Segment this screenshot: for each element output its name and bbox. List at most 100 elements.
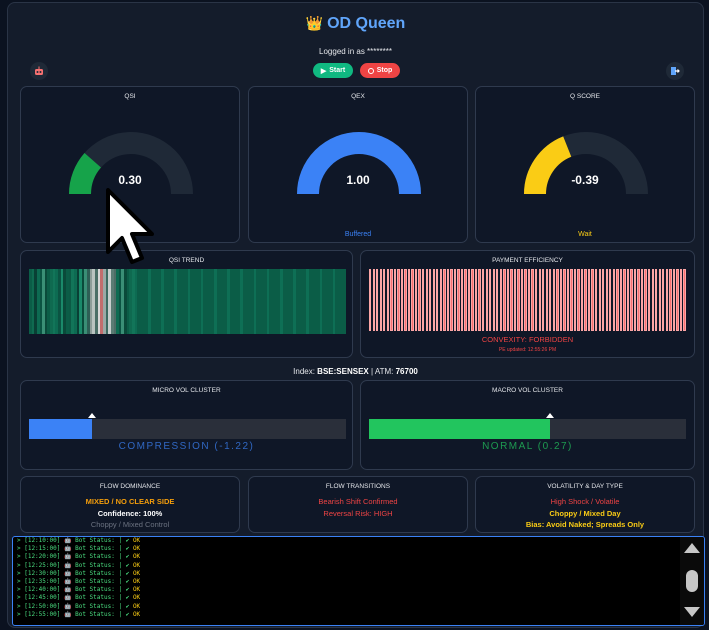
payment-bar <box>549 269 552 331</box>
payment-bar <box>679 269 683 331</box>
log-line: > [12:15:00] 🤖 Bot Status: | ✔ OK <box>17 545 141 553</box>
log-line: > [12:25:00] 🤖 Bot Status: | ✔ OK <box>17 561 141 569</box>
payment-bar <box>633 269 637 331</box>
trend-stripe <box>187 269 191 334</box>
trend-stripe <box>198 269 202 334</box>
log-status: OK <box>132 586 141 594</box>
qsi-trend-panel: QSI TREND <box>20 250 353 358</box>
trend-stripe <box>343 269 346 334</box>
trend-stripe <box>261 269 265 334</box>
trend-stripe <box>176 269 181 334</box>
log-status: OK <box>132 594 141 602</box>
qscore-gauge-panel: Q SCORE -0.39 Wait <box>475 86 695 243</box>
trend-stripe <box>108 269 112 334</box>
payment-bar <box>517 269 520 331</box>
robot-icon: 🤖 <box>63 602 72 610</box>
log-time: > [12:45:00] <box>17 594 61 602</box>
micro-vol-fill <box>29 419 93 439</box>
qex-value: 1.00 <box>346 173 370 187</box>
trend-stripe <box>237 269 241 334</box>
payment-bar <box>531 269 534 331</box>
payment-bar <box>605 269 608 331</box>
robot-icon: 🤖 <box>63 578 72 586</box>
volatility-shock: High Shock / Volatile <box>550 497 620 506</box>
scroll-up-arrow[interactable] <box>684 543 700 553</box>
index-symbol: BSE:SENSEX <box>317 367 369 376</box>
log-scrollbar[interactable] <box>680 537 704 625</box>
trend-stripe <box>295 269 299 334</box>
app-title-text: OD Queen <box>327 15 406 32</box>
payment-bar <box>489 269 492 331</box>
trend-stripe <box>147 269 151 334</box>
scroll-down-arrow[interactable] <box>684 607 700 617</box>
trend-stripe <box>235 269 239 334</box>
log-console[interactable]: > [12:10:00] 🤖 Bot Status: | ✔ OK > [12:1… <box>12 536 705 626</box>
payment-bar <box>482 269 485 331</box>
payment-bar <box>397 269 400 331</box>
payment-bar <box>577 269 580 331</box>
trend-stripe <box>258 269 262 334</box>
trend-stripe <box>232 269 236 334</box>
trend-stripe <box>47 269 51 334</box>
trend-stripe <box>306 269 310 334</box>
trend-stripe <box>155 269 159 334</box>
flow-dominance-state: MIXED / NO CLEAR SIDE <box>85 497 175 506</box>
trend-stripe <box>171 269 175 334</box>
qscore-value: -0.39 <box>571 173 599 187</box>
trend-stripe <box>36 269 41 334</box>
trend-stripe <box>174 269 178 334</box>
trend-stripe <box>95 269 99 334</box>
payment-bar <box>612 269 615 331</box>
trend-stripe <box>73 269 78 334</box>
robot-icon[interactable] <box>30 62 48 80</box>
stop-button[interactable]: Stop <box>360 63 400 78</box>
log-time: > [12:15:00] <box>17 545 61 553</box>
macro-vol-label: NORMAL (0.27) <box>482 441 573 452</box>
payment-bar <box>478 269 481 331</box>
trend-stripe <box>116 269 120 334</box>
scroll-thumb[interactable] <box>686 570 698 592</box>
convexity-text: CONVEXITY: FORBIDDEN <box>481 335 574 344</box>
payment-bar <box>383 269 386 331</box>
payment-bar <box>510 269 513 331</box>
log-text: Bot Status: <box>75 553 115 561</box>
trend-stripe <box>161 269 165 334</box>
trend-stripe <box>97 269 101 334</box>
qsi-value: 0.30 <box>118 173 142 187</box>
trend-stripe <box>322 269 326 334</box>
trend-stripe <box>250 269 255 334</box>
macro-vol-fill <box>369 419 550 439</box>
payment-bar <box>432 269 435 331</box>
payment-bar <box>450 269 453 331</box>
log-time: > [12:40:00] <box>17 586 61 594</box>
payment-bar <box>372 269 375 331</box>
stop-label: Stop <box>376 67 393 74</box>
payment-bar <box>647 269 651 331</box>
logout-icon[interactable] <box>666 62 684 80</box>
trend-stripe <box>319 269 323 334</box>
log-line: > [12:20:00] 🤖 Bot Status: | ✔ OK <box>17 553 141 561</box>
payment-bar <box>545 269 548 331</box>
payment-bar <box>386 269 389 331</box>
log-status: OK <box>132 537 141 544</box>
robot-icon: 🤖 <box>63 610 72 618</box>
trend-stripe <box>29 269 33 334</box>
flow-transitions-risk: Reversal Risk: HIGH <box>323 509 393 518</box>
robot-icon: 🤖 <box>63 594 72 602</box>
start-button[interactable]: ▶ Start <box>313 63 353 78</box>
checkmark-icon: ✔ <box>125 561 130 569</box>
payment-bar <box>474 269 478 331</box>
payment-bar <box>616 269 619 331</box>
robot-icon: 🤖 <box>63 545 72 553</box>
payment-bar <box>471 269 474 331</box>
payment-bar <box>439 269 442 331</box>
robot-icon: 🤖 <box>63 561 72 569</box>
trend-stripe <box>132 269 136 334</box>
payment-title: PAYMENT EFFICIENCY <box>492 257 563 264</box>
qscore-title: Q SCORE <box>570 93 600 100</box>
trend-stripe <box>76 269 80 334</box>
payment-bar <box>556 269 559 331</box>
qex-title: QEX <box>351 93 365 100</box>
log-time: > [12:30:00] <box>17 569 61 577</box>
payment-bar <box>595 269 598 331</box>
